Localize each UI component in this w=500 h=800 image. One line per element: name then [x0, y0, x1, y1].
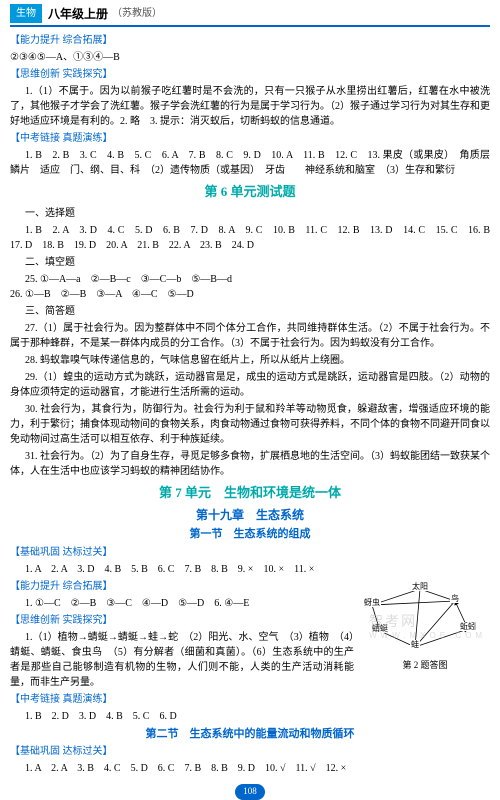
basic2-answers: 1. A 2. A 3. B 4. C 5. D 6. C 7. B 8. B …	[10, 761, 490, 776]
subject-badge: 生物	[10, 4, 42, 23]
svg-text:太阳: 太阳	[412, 581, 428, 591]
svg-text:蚜虫: 蚜虫	[364, 597, 380, 607]
thinking-paragraph-1: 1.（1）不属于。因为以前猴子吃红薯时是不会洗的，只有一只猴子从水里捞出红薯后，…	[10, 84, 490, 129]
basic-heading-1: 【基础巩固 达标过关】	[10, 545, 490, 560]
fill-heading: 二、填空题	[10, 255, 490, 270]
watermark-text: 智考网	[369, 611, 486, 631]
exam-heading-2: 【中考链接 真题演练】	[10, 692, 490, 707]
q29: 29.（1）蝗虫的运动方式为跳跃，运动器官是足，成虫的运动方式是跳跃，运动器官是…	[10, 370, 490, 400]
q27: 27.（1）属于社会行为。因为整群体中不同个体分工合作，共同维持群体生活。（2）…	[10, 321, 490, 351]
unit7-title: 第 7 单元 生物和环境是统一体	[10, 483, 490, 503]
exam-answers: 1. B 2. B 3. C 4. B 5. C 6. A 7. B 8. C …	[10, 148, 490, 178]
footer: 108	[10, 784, 490, 800]
q31: 31. 社会行为。（2）为了自身生存，寻觅足够多食物，扩展栖息地的生活空间。（3…	[10, 449, 490, 479]
pre-answer-line: ②③④⑤—A、➀➂➃—B	[10, 50, 490, 65]
svg-text:鸟: 鸟	[451, 593, 459, 603]
q30: 30. 社会行为，其食行为，防御行为。社会行为利于鼠和羚羊等动物觅食，躲避敌害，…	[10, 402, 490, 447]
diagram-caption: 第 2 题答图	[360, 659, 490, 673]
section1-title: 第一节 生态系统的组成	[10, 526, 490, 543]
chapter19-title: 第十九章 生态系统	[10, 506, 490, 524]
watermark-url: WWW.MXOE.COM	[369, 631, 486, 640]
page-header: 生物 八年级上册 （苏教版）	[10, 0, 490, 27]
section2-title: 第二节 生态系统中的能量流动和物质循环	[10, 726, 490, 743]
basic-heading-2: 【基础巩固 达标过关】	[10, 744, 490, 759]
q28: 28. 蚂蚁靠嗅气味传递信息的，气味信息留在纸片上，所以从纸片上绕圈。	[10, 353, 490, 368]
choice-answers: 1. B 2. A 3. D 4. C 5. D 6. B 7. D 8. A …	[10, 223, 490, 253]
unit6-test-title: 第 6 单元测试题	[10, 182, 490, 202]
choice-heading: 一、选择题	[10, 206, 490, 221]
basic1-answers: 1. A 2. A 3. D 4. B 5. B 6. C 7. B 8. B …	[10, 562, 490, 577]
version-label: （苏教版）	[112, 6, 162, 21]
ability-heading: 【能力提升 综合拓展】	[10, 33, 490, 48]
short-heading: 三、简答题	[10, 304, 490, 319]
svg-text:蛙: 蛙	[411, 639, 419, 649]
exam1-answers: 1. B 2. D 3. D 4. B 5. C 6. D	[10, 709, 490, 724]
thinking-heading: 【思维创新 实践探究】	[10, 67, 490, 82]
exam-heading: 【中考链接 真题演练】	[10, 131, 490, 146]
grade-title: 八年级上册	[48, 5, 108, 23]
page-number-badge: 108	[235, 784, 265, 800]
watermark: 智考网 WWW.MXOE.COM	[369, 611, 486, 640]
fill-answers: 25. ①—A—a ②—B—c ③—C—b ⑤—B—d 26. ①—B ②—B …	[10, 272, 490, 302]
